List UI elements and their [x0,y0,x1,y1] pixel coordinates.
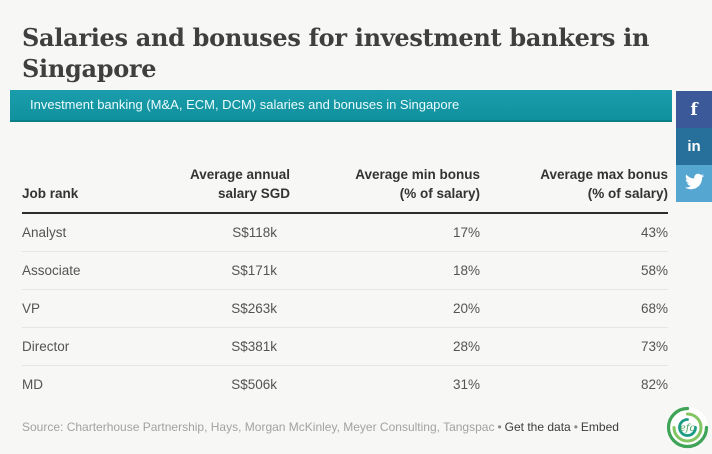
linkedin-share-button[interactable]: in [676,128,712,165]
column-header-min-bonus: Average min bonus (% of salary) [355,167,480,201]
cell-min-bonus: 31% [452,376,480,392]
table-row: Analyst S$118k 17% 43% [22,214,668,252]
efc-swirl-logo: efc [666,406,709,449]
column-header-salary: Average annual salary SGD [189,167,290,201]
cell-job-rank: Director [22,338,70,354]
bullet-separator: • [573,420,578,434]
cell-salary: S$381k [231,338,277,354]
cell-max-bonus: 73% [640,338,668,354]
credits-footer: Source: Charterhouse Partnership, Hays, … [22,420,619,434]
cell-salary: S$506k [231,376,277,392]
twitter-share-button[interactable] [676,165,712,202]
column-header-job-rank: Job rank [22,185,79,201]
table-header-row: Job rank Average annual salary SGD Avera… [22,166,668,214]
cell-job-rank: MD [22,376,43,392]
cell-salary: S$171k [231,262,277,278]
cell-job-rank: Analyst [22,224,67,240]
chart-subtitle-banner: Investment banking (M&A, ECM, DCM) salar… [10,90,672,122]
embed-link[interactable]: Embed [580,420,619,434]
linkedin-icon: in [687,138,701,155]
cell-salary: S$118k [232,224,277,240]
cell-min-bonus: 20% [452,300,480,316]
twitter-bird-icon [684,172,704,196]
cell-job-rank: VP [22,300,41,316]
table-row: Associate S$171k 18% 58% [22,252,668,290]
cell-job-rank: Associate [22,262,81,278]
cell-min-bonus: 18% [452,262,480,278]
salary-table: Job rank Average annual salary SGD Avera… [22,166,668,403]
bullet-separator: • [497,420,502,434]
source-text: Source: Charterhouse Partnership, Hays, … [22,420,495,434]
cell-min-bonus: 17% [452,224,480,240]
social-share-bar: f in [676,91,712,202]
cell-salary: S$263k [231,300,277,316]
cell-max-bonus: 82% [640,376,668,392]
get-the-data-link[interactable]: Get the data [504,420,571,434]
table-row: MD S$506k 31% 82% [22,366,668,403]
facebook-share-button[interactable]: f [676,91,712,128]
cell-max-bonus: 43% [640,224,668,240]
banner-text: Investment banking (M&A, ECM, DCM) salar… [30,97,460,112]
cell-min-bonus: 28% [452,338,480,354]
logo-text: efc [680,423,696,434]
column-header-max-bonus: Average max bonus (% of salary) [540,167,668,201]
table-row: Director S$381k 28% 73% [22,328,668,366]
cell-max-bonus: 58% [640,262,668,278]
table-row: VP S$263k 20% 68% [22,290,668,328]
cell-max-bonus: 68% [640,300,668,316]
facebook-icon: f [690,99,698,120]
page-title: Salaries and bonuses for investment bank… [22,23,650,84]
